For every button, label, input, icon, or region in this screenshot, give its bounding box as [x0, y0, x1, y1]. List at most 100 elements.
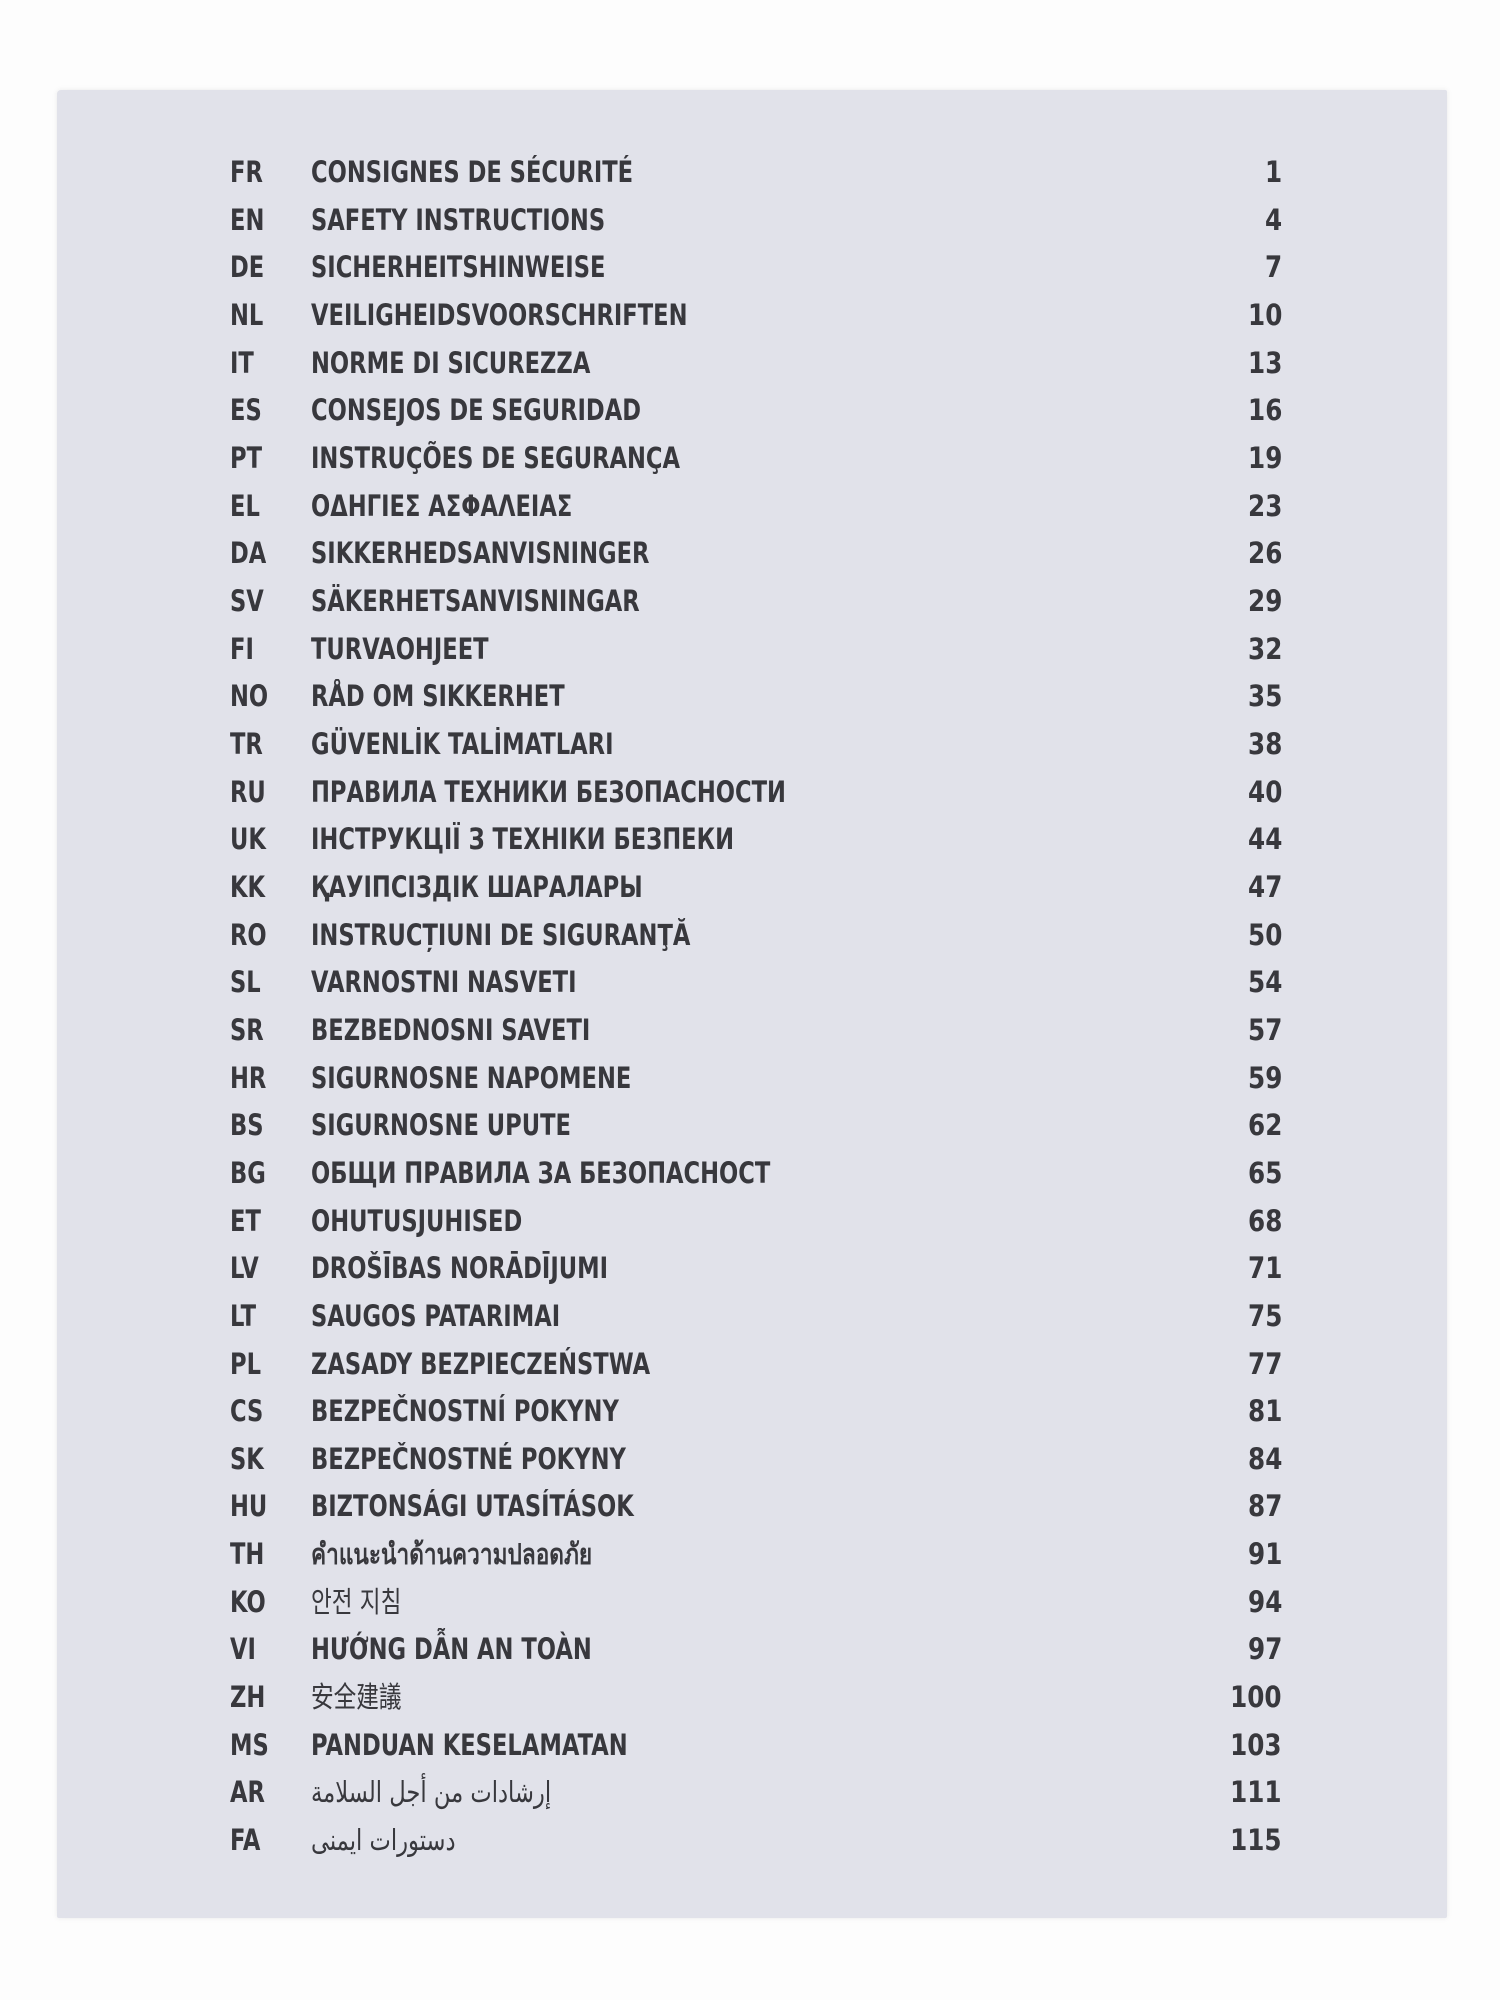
language-code: NL: [230, 297, 264, 332]
page-number: 68: [1247, 1203, 1282, 1238]
toc-row: LT SAUGOS PATARIMAI 75: [57, 1294, 1447, 1338]
toc-row: SK BEZPEČNOSTNÉ POKYNY 84: [57, 1437, 1447, 1481]
page-number: 29: [1247, 583, 1282, 618]
page-number: 111: [1230, 1775, 1282, 1810]
page-number: 38: [1247, 726, 1282, 761]
language-code: ET: [230, 1203, 261, 1238]
language-code: HR: [230, 1060, 267, 1095]
toc-row: ET OHUTUSJUHISED 68: [57, 1199, 1447, 1243]
section-title: VEILIGHEIDSVOORSCHRIFTEN: [311, 297, 688, 332]
toc-row: NL VEILIGHEIDSVOORSCHRIFTEN 10: [57, 293, 1447, 337]
page-number: 71: [1247, 1251, 1282, 1286]
language-code: DA: [230, 536, 267, 571]
page-number: 19: [1247, 440, 1282, 475]
page-number: 13: [1247, 345, 1282, 380]
section-title: RÅD OM SIKKERHET: [311, 679, 565, 714]
language-code: EL: [230, 488, 260, 523]
page-number: 47: [1247, 869, 1282, 904]
language-code: FI: [230, 631, 254, 666]
section-title: DROŠĪBAS NORĀDĪJUMI: [311, 1251, 609, 1286]
language-code: UK: [230, 822, 266, 857]
section-title: GÜVENLİK TALİMATLARI: [311, 726, 614, 761]
language-code: VI: [230, 1632, 256, 1667]
language-code: PT: [230, 440, 263, 475]
page-number: 65: [1247, 1155, 1282, 1190]
section-title: CONSEJOS DE SEGURIDAD: [311, 393, 642, 428]
toc-row: LV DROŠĪBAS NORĀDĪJUMI 71: [57, 1246, 1447, 1290]
toc-row: BS SIGURNOSNE UPUTE 62: [57, 1103, 1447, 1147]
section-title: BEZBEDNOSNI SAVETI: [311, 1012, 591, 1047]
toc-row: CS BEZPEČNOSTNÍ POKYNY 81: [57, 1389, 1447, 1433]
page-number: 59: [1247, 1060, 1282, 1095]
toc-row: SR BEZBEDNOSNI SAVETI 57: [57, 1008, 1447, 1052]
section-title: NORME DI SICUREZZA: [311, 345, 591, 380]
language-code: KK: [230, 869, 266, 904]
toc-row: DA SIKKERHEDSANVISNINGER 26: [57, 531, 1447, 575]
toc-row: HU BIZTONSÁGI UTASÍTÁSOK 87: [57, 1484, 1447, 1528]
section-title: HƯỚNG DẪN AN TOÀN: [311, 1632, 592, 1667]
toc-row: RO INSTRUCȚIUNI DE SIGURANŢĂ 50: [57, 913, 1447, 957]
language-code: MS: [230, 1727, 269, 1762]
page-number: 62: [1247, 1108, 1282, 1143]
document-page: FR CONSIGNES DE SÉCURITÉ 1 EN SAFETY INSTRUC…: [57, 90, 1447, 1918]
language-code: SV: [230, 583, 264, 618]
language-code: BS: [230, 1108, 264, 1143]
toc-row: MS PANDUAN KESELAMATAN 103: [57, 1723, 1447, 1767]
language-code: RU: [230, 774, 266, 809]
page-number: 81: [1247, 1394, 1282, 1429]
page-number: 103: [1230, 1727, 1282, 1762]
page-number: 4: [1264, 202, 1282, 237]
section-title: CONSIGNES DE SÉCURITÉ: [311, 155, 634, 189]
toc-row: FA دستورات ایمنی 115: [57, 1818, 1447, 1862]
section-title: คำแนะนำด้านความปลอดภัย: [311, 1537, 593, 1572]
language-code: LT: [230, 1298, 257, 1333]
language-code: EN: [230, 202, 265, 237]
toc-row: UK ІНСТРУКЦІЇ З ТЕХНІКИ БЕЗПЕКИ 44: [57, 817, 1447, 861]
toc-row: EN SAFETY INSTRUCTIONS 4: [57, 198, 1447, 242]
page-number: 1: [1264, 155, 1282, 189]
section-title: SIKKERHEDSANVISNINGER: [311, 536, 650, 571]
toc-row: DE SICHERHEITSHINWEISE 7: [57, 245, 1447, 289]
section-title: TURVAOHJEET: [311, 631, 489, 666]
toc-row: KK ҚАУІПСІЗДІК ШАРАЛАРЫ 47: [57, 865, 1447, 909]
toc-row: BG ОБЩИ ПРАВИЛА ЗА БЕЗОПАСНОСТ 65: [57, 1151, 1447, 1195]
toc-row: TH คำแนะนำด้านความปลอดภัย 91: [57, 1532, 1447, 1576]
section-title: دستورات ایمنی: [311, 1823, 456, 1858]
section-title: BEZPEČNOSTNÉ POKYNY: [311, 1441, 626, 1476]
toc-row: EL ΟΔΗΓΙΕΣ ΑΣΦΑΛΕΙΑΣ 23: [57, 484, 1447, 528]
page-number: 54: [1247, 965, 1282, 1000]
section-title: SIGURNOSNE NAPOMENE: [311, 1060, 632, 1095]
table-of-contents: FR CONSIGNES DE SÉCURITÉ 1 EN SAFETY INSTRUC…: [57, 90, 1447, 1918]
toc-row: PT INSTRUÇÕES DE SEGURANÇA 19: [57, 436, 1447, 480]
toc-row: ZH 安全建議 100: [57, 1675, 1447, 1719]
section-title: SIGURNOSNE UPUTE: [311, 1108, 571, 1143]
language-code: NO: [230, 679, 269, 714]
language-code: IT: [230, 345, 254, 380]
language-code: HU: [230, 1489, 268, 1524]
page-number: 7: [1264, 250, 1282, 285]
section-title: ІНСТРУКЦІЇ З ТЕХНІКИ БЕЗПЕКИ: [311, 822, 735, 857]
page-number: 97: [1247, 1632, 1282, 1667]
toc-row: SV SÄKERHETSANVISNINGAR 29: [57, 579, 1447, 623]
toc-row: AR إرشادات من أجل السلامة 111: [57, 1770, 1447, 1814]
section-title: ПРАВИЛА ТЕХНИКИ БЕЗОПАСНОСТИ: [311, 774, 786, 809]
section-title: 안전 지침: [311, 1584, 402, 1619]
page-number: 84: [1247, 1441, 1282, 1476]
page-number: 75: [1247, 1298, 1282, 1333]
section-title: SAFETY INSTRUCTIONS: [311, 202, 606, 237]
section-title: ZASADY BEZPIECZEŃSTWA: [311, 1346, 651, 1381]
page-number: 77: [1247, 1346, 1282, 1381]
toc-row: NO RÅD OM SIKKERHET 35: [57, 674, 1447, 718]
language-code: FA: [230, 1823, 261, 1858]
toc-row: ES CONSEJOS DE SEGURIDAD 16: [57, 388, 1447, 432]
language-code: ES: [230, 393, 262, 428]
language-code: SL: [230, 965, 261, 1000]
language-code: LV: [230, 1251, 259, 1286]
page-number: 40: [1247, 774, 1282, 809]
language-code: TR: [230, 726, 263, 761]
page-number: 57: [1247, 1012, 1282, 1047]
language-code: AR: [230, 1775, 265, 1810]
section-title: ҚАУІПСІЗДІК ШАРАЛАРЫ: [311, 869, 643, 904]
section-title: SICHERHEITSHINWEISE: [311, 250, 606, 285]
language-code: CS: [230, 1394, 264, 1429]
